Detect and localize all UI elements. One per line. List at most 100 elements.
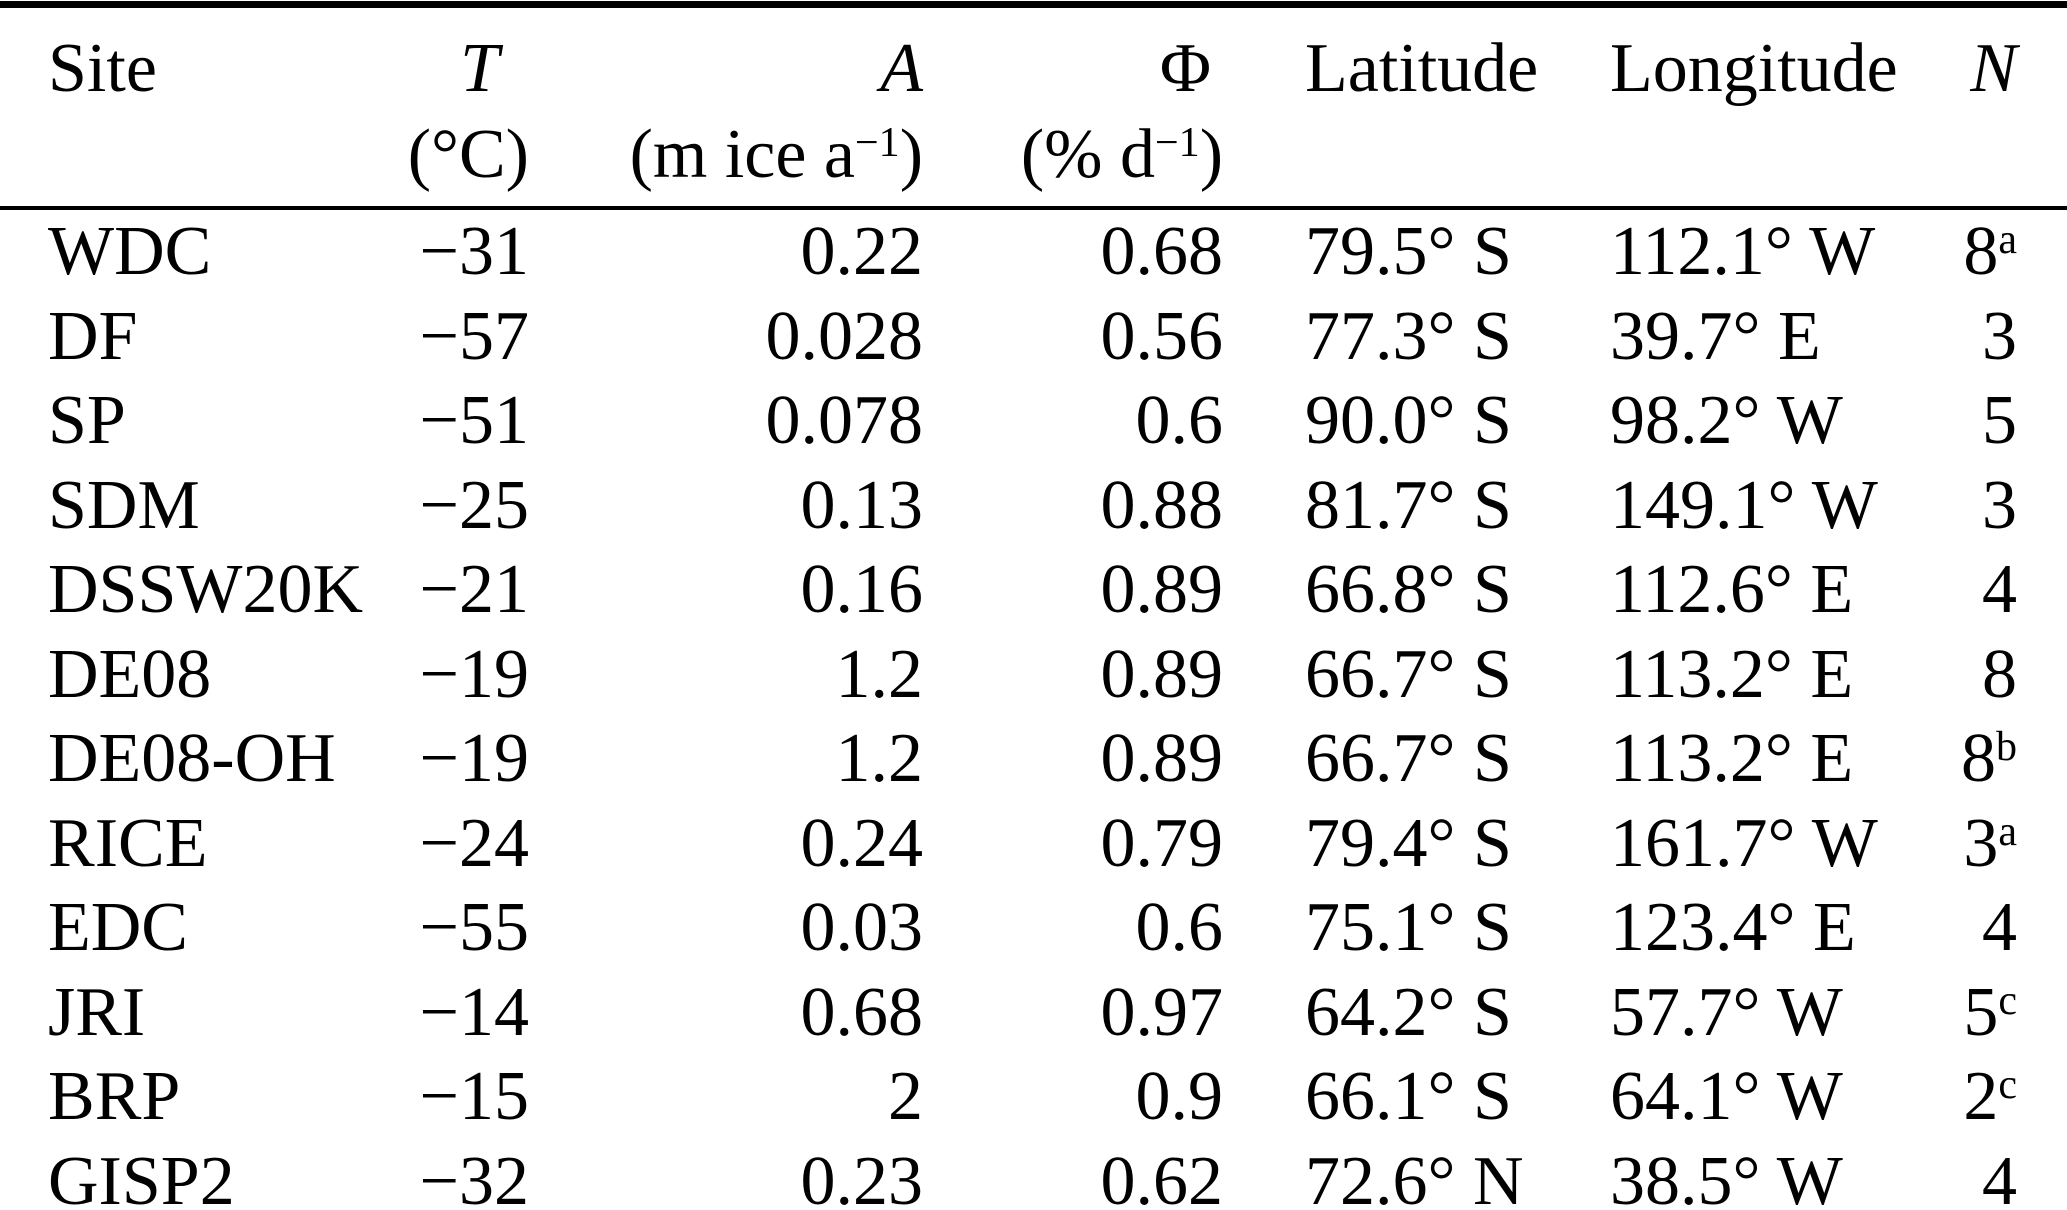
cell-value: 0.6 — [1135, 889, 1224, 966]
cell-lon: 161.7° W — [1525, 802, 1878, 887]
cell-value: 66.7° S — [1305, 635, 1512, 713]
cell-a: 1.2 — [535, 717, 925, 802]
cell-t: −19 — [280, 717, 535, 802]
cell-a: 0.23 — [535, 1139, 925, 1210]
cell-value: 5 — [1963, 973, 1999, 1051]
cell-t: −15 — [280, 1055, 535, 1140]
cell-a: 0.68 — [535, 971, 925, 1056]
cell-lat: 72.6° N — [1223, 1139, 1525, 1210]
cell-lat: 90.0° S — [1223, 379, 1525, 464]
cell-value: DE08-OH — [48, 720, 336, 797]
table-row: JRI −14 0.68 0.97 64.2° S 57.7° W 5c — [0, 971, 2067, 1056]
cell-n: 4 — [1853, 548, 2067, 633]
cell-value: 5 — [1982, 382, 2017, 459]
cell-value: 8 — [1982, 635, 2017, 713]
column-header-site: Site — [0, 4, 280, 210]
cell-value: 75.1° S — [1305, 889, 1512, 966]
cell-value: 0.68 — [1100, 213, 1224, 290]
cell-value: −21 — [419, 551, 529, 628]
cell-value: 3 — [1982, 466, 2017, 544]
cell-a: 0.22 — [535, 208, 925, 295]
cell-n: 3 — [1853, 464, 2067, 549]
cell-lat: 66.1° S — [1223, 1055, 1525, 1140]
cell-value: 8 — [1963, 213, 1999, 290]
cell-site: GISP2 — [0, 1139, 280, 1210]
cell-value: 0.22 — [800, 213, 924, 290]
cell-value: 0.97 — [1100, 973, 1224, 1051]
cell-value: 0.62 — [1100, 1142, 1224, 1210]
cell-site: RICE — [0, 802, 280, 887]
cell-value: 66.7° S — [1305, 720, 1512, 797]
cell-value: JRI — [48, 973, 146, 1051]
footnote-marker: c — [1998, 977, 2017, 1024]
cell-site: DF — [0, 295, 280, 380]
header-row: Site T (°C) A (m ice a−1) Φ (% d−1) Latitude L… — [0, 4, 2067, 210]
cell-value: 2 — [1963, 1058, 1999, 1135]
cell-phi: 0.9 — [925, 1055, 1224, 1140]
cell-site: SP — [0, 379, 280, 464]
cell-t: −25 — [280, 464, 535, 549]
cell-site: DSSW20K — [0, 548, 363, 633]
cell-lat: 79.5° S — [1223, 208, 1525, 295]
cell-lon: 123.4° E — [1525, 886, 1856, 971]
cell-lat: 64.2° S — [1223, 971, 1525, 1056]
cell-a: 0.24 — [535, 802, 925, 887]
cell-phi: 0.88 — [925, 464, 1224, 549]
cell-value: 0.89 — [1100, 551, 1224, 628]
cell-value: −57 — [419, 297, 529, 375]
table-row: DE08 −19 1.2 0.89 66.7° S 113.2° E 8 — [0, 633, 2067, 718]
cell-value: 0.23 — [800, 1142, 924, 1210]
table-row: DSSW20K −21 0.16 0.89 66.8° S 112.6° E 4 — [0, 548, 2067, 633]
cell-value: 0.68 — [800, 973, 924, 1051]
column-label-phi: Φ — [1159, 30, 1211, 107]
cell-value: 4 — [1982, 889, 2017, 966]
cell-value: 98.2° W — [1610, 382, 1843, 459]
table-row: EDC −55 0.03 0.6 75.1° S 123.4° E 4 — [0, 886, 2067, 971]
cell-value: 113.2° E — [1610, 720, 1854, 797]
cell-value: −15 — [419, 1058, 529, 1135]
cell-value: GISP2 — [48, 1142, 235, 1210]
cell-value: 39.7° E — [1610, 297, 1821, 375]
cell-site: EDC — [0, 886, 280, 971]
cell-lon: 113.2° E — [1525, 717, 1853, 802]
cell-value: 90.0° S — [1305, 382, 1512, 459]
cell-value: −31 — [419, 213, 529, 290]
column-header-phi: Φ (% d−1) — [925, 4, 1223, 210]
cell-n: 2c — [1853, 1055, 2067, 1140]
cell-phi: 0.89 — [925, 548, 1224, 633]
cell-value: −14 — [419, 973, 529, 1051]
cell-value: 113.2° E — [1610, 635, 1854, 713]
column-header-t: T (°C) — [280, 4, 535, 210]
table-row: RICE −24 0.24 0.79 79.4° S 161.7° W 3a — [0, 802, 2067, 887]
cell-n: 8b — [1853, 717, 2067, 802]
cell-lon: 38.5° W — [1525, 1139, 1853, 1210]
column-label-a: A — [880, 30, 923, 107]
cell-value: 1.2 — [835, 720, 924, 797]
cell-site: DE08 — [0, 633, 280, 718]
cell-lat: 79.4° S — [1223, 802, 1525, 887]
cell-value: 0.79 — [1100, 804, 1224, 882]
cell-value: −25 — [419, 466, 529, 544]
cell-value: 161.7° W — [1610, 804, 1878, 882]
cell-site: JRI — [0, 971, 280, 1056]
cell-value: 3 — [1963, 804, 1999, 882]
table-header: Site T (°C) A (m ice a−1) Φ (% d−1) Latitude L… — [0, 4, 2067, 210]
column-unit-close: ) — [1199, 116, 1223, 193]
cell-phi: 0.62 — [925, 1139, 1224, 1210]
column-unit: (% d — [1020, 116, 1155, 193]
cell-value: SP — [48, 382, 126, 459]
cell-phi: 0.89 — [925, 633, 1224, 718]
table-row: WDC −31 0.22 0.68 79.5° S 112.1° W 8a — [0, 208, 2067, 295]
column-label-lat: Latitude — [1305, 30, 1539, 107]
table-row: SDM −25 0.13 0.88 81.7° S 149.1° W 3 — [0, 464, 2067, 549]
cell-value: 0.88 — [1100, 466, 1224, 544]
table-row: BRP −15 2 0.9 66.1° S 64.1° W 2c — [0, 1055, 2067, 1140]
cell-value: −51 — [419, 382, 529, 459]
cell-t: −19 — [280, 633, 535, 718]
cell-a: 0.03 — [535, 886, 925, 971]
footnote-marker: c — [1998, 1062, 2017, 1108]
cell-value: 8 — [1961, 720, 1996, 797]
column-header-n: N — [1853, 4, 2067, 210]
cell-lon: 149.1° W — [1525, 464, 1878, 549]
